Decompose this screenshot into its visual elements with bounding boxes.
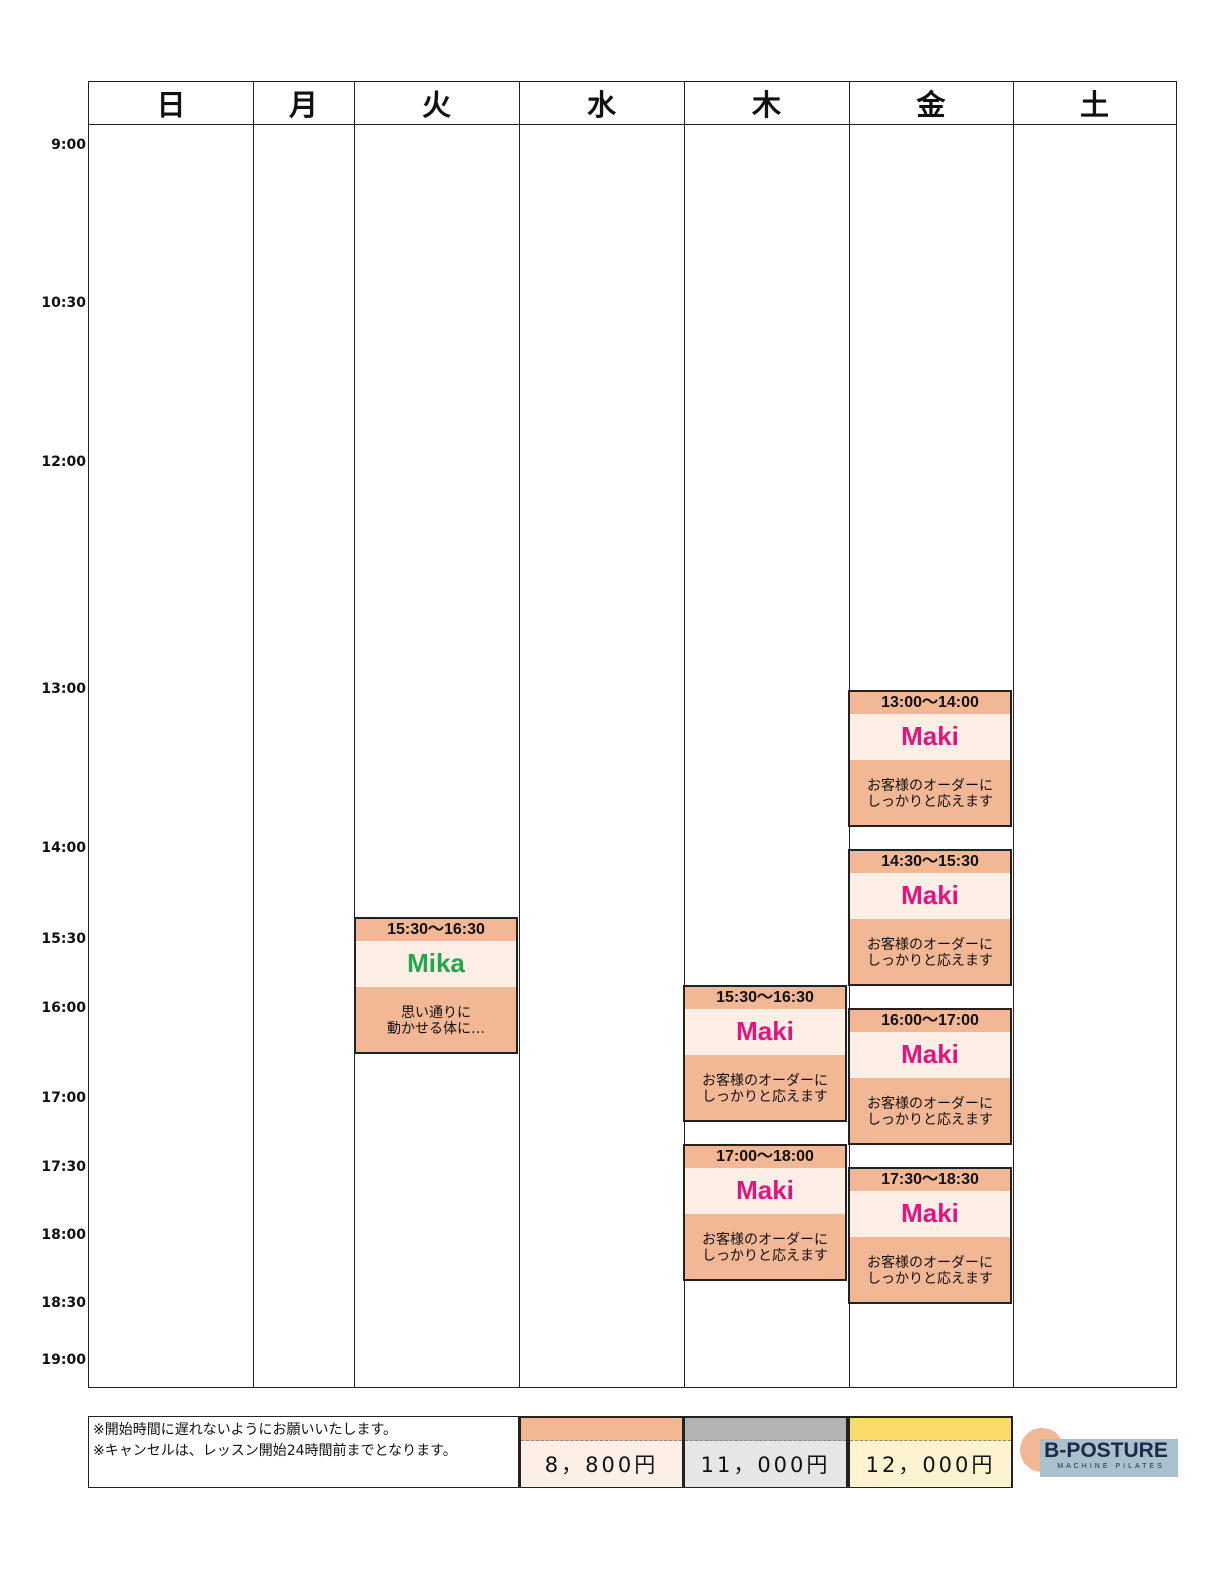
day-header-saturday: 土 — [1013, 82, 1176, 125]
schedule-grid: 日 月 火 水 木 金 土 — [88, 81, 1177, 1388]
day-header-wednesday: 水 — [519, 82, 684, 125]
column-divider — [1013, 82, 1014, 1387]
time-label: 17:00 — [41, 1090, 86, 1106]
lesson-time: 16:00～17:00 — [850, 1010, 1010, 1032]
time-label: 12:00 — [41, 454, 86, 470]
lesson-time: 15:30～16:30 — [685, 987, 845, 1009]
column-divider — [519, 82, 520, 1387]
lesson-time: 15:30～16:30 — [356, 919, 516, 941]
lesson-instructor: Maki — [850, 873, 1010, 919]
lesson-description: お客様のオーダーに しっかりと応えます — [850, 1237, 1010, 1302]
day-header-monday: 月 — [253, 82, 354, 125]
time-label: 16:00 — [41, 1000, 86, 1016]
column-divider — [253, 82, 254, 1387]
column-divider — [354, 82, 355, 1387]
lesson-description: お客様のオーダーに しっかりと応えます — [850, 760, 1010, 825]
lesson-time: 17:30～18:30 — [850, 1169, 1010, 1191]
lesson-time: 13:00～14:00 — [850, 692, 1010, 714]
brand-logo: B-POSTURE MACHINE PILATES — [1020, 1428, 1178, 1478]
lesson-card-friday[interactable]: 13:00～14:00 Maki お客様のオーダーに しっかりと応えます — [848, 690, 1012, 827]
lesson-instructor: Maki — [685, 1009, 845, 1055]
price-color-swatch — [685, 1418, 846, 1441]
column-divider — [684, 82, 685, 1387]
lesson-instructor: Maki — [850, 1191, 1010, 1237]
note-line: ※キャンセルは、レッスン開始24時間前までとなります。 — [93, 1443, 457, 1459]
lesson-description: お客様のオーダーに しっかりと応えます — [685, 1055, 845, 1120]
time-label: 18:30 — [41, 1295, 86, 1311]
lesson-card-tuesday[interactable]: 15:30～16:30 Mika 思い通りに 動かせる体に… — [354, 917, 518, 1054]
lesson-instructor: Mika — [356, 941, 516, 987]
note-line: ※開始時間に遅れないようにお願いいたします。 — [93, 1422, 398, 1438]
price-color-swatch — [850, 1418, 1011, 1441]
lesson-description: お客様のオーダーに しっかりと応えます — [685, 1214, 845, 1279]
lesson-instructor: Maki — [850, 1032, 1010, 1078]
price-value: 11，000円 — [685, 1441, 846, 1487]
lesson-time: 14:30～15:30 — [850, 851, 1010, 873]
lesson-card-friday[interactable]: 17:30～18:30 Maki お客様のオーダーに しっかりと応えます — [848, 1167, 1012, 1304]
time-label: 17:30 — [41, 1159, 86, 1175]
time-label: 13:00 — [41, 681, 86, 697]
logo-subtext: MACHINE PILATES — [1057, 1463, 1165, 1470]
time-label: 19:00 — [41, 1352, 86, 1368]
time-label: 10:30 — [41, 295, 86, 311]
footer-notes: ※開始時間に遅れないようにお願いいたします。 ※キャンセルは、レッスン開始24時… — [88, 1416, 519, 1488]
lesson-card-thursday[interactable]: 15:30～16:30 Maki お客様のオーダーに しっかりと応えます — [683, 985, 847, 1122]
lesson-time: 17:00～18:00 — [685, 1146, 845, 1168]
logo-bar — [1040, 1439, 1178, 1477]
price-color-swatch — [521, 1418, 682, 1441]
price-value: 8，800円 — [521, 1441, 682, 1487]
price-box-standard: 8，800円 — [519, 1416, 684, 1488]
lesson-instructor: Maki — [850, 714, 1010, 760]
day-header-friday: 金 — [849, 82, 1013, 125]
price-box-premium: 12，000円 — [848, 1416, 1013, 1488]
lesson-card-friday[interactable]: 14:30～15:30 Maki お客様のオーダーに しっかりと応えます — [848, 849, 1012, 986]
lesson-description: お客様のオーダーに しっかりと応えます — [850, 1078, 1010, 1143]
day-header-thursday: 木 — [684, 82, 849, 125]
lesson-card-friday[interactable]: 16:00～17:00 Maki お客様のオーダーに しっかりと応えます — [848, 1008, 1012, 1145]
day-header-sunday: 日 — [89, 82, 253, 125]
day-header-tuesday: 火 — [354, 82, 519, 125]
price-box-mid: 11，000円 — [683, 1416, 848, 1488]
lesson-instructor: Maki — [685, 1168, 845, 1214]
logo-text: B-POSTURE — [1044, 1439, 1168, 1462]
lesson-description: お客様のオーダーに しっかりと応えます — [850, 919, 1010, 984]
time-label: 9:00 — [51, 137, 86, 153]
price-value: 12，000円 — [850, 1441, 1011, 1487]
time-label: 15:30 — [41, 931, 86, 947]
lesson-card-thursday[interactable]: 17:00～18:00 Maki お客様のオーダーに しっかりと応えます — [683, 1144, 847, 1281]
lesson-description: 思い通りに 動かせる体に… — [356, 987, 516, 1052]
time-label: 14:00 — [41, 840, 86, 856]
time-label: 18:00 — [41, 1227, 86, 1243]
